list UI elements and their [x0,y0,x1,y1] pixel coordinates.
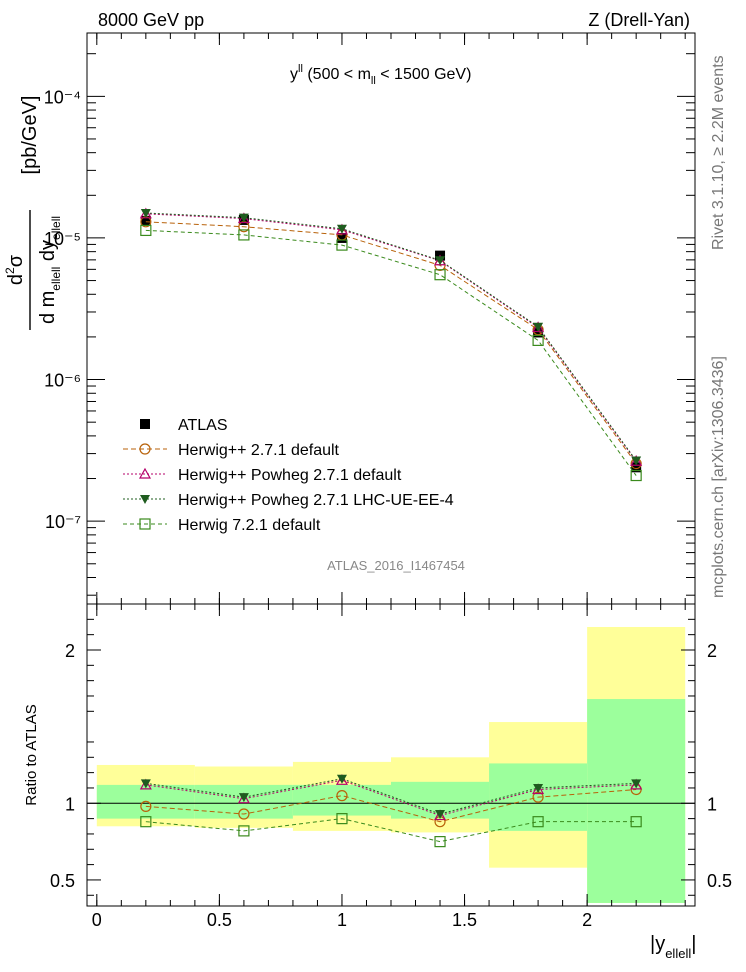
legend-marker [139,518,151,530]
legend-entry-label: Herwig++ 2.7.1 default [178,442,340,459]
ratio-ylabel: Ratio to ATLAS [23,704,40,805]
ratio-point-herwig-powheg-2-7-1-default [139,778,152,790]
x-tick-label: 1 [337,910,347,930]
ratio-point-herwig-powheg-2-7-1-default [434,809,447,821]
legend-entry-label: ATLAS [178,417,228,434]
ratio-point-herwig-powheg-2-7-1-lhc-ue-ee-4 [435,810,446,820]
x-axis-label: |yellell| [650,933,696,961]
ratio-y-tick-label: 0.5 [50,871,75,891]
legend-marker [139,443,151,455]
main-ylabel: d2σ d mellell dyellell [pb/GeV] [3,96,63,330]
main-point-herwig-powheg-2-7-1-lhc-ue-ee-4 [336,224,347,234]
ratio-axis-ticks: 0 0.5 1 1.5 2 0.5 0.5 1 1 2 2 [50,604,732,930]
y-tick-label: 10⁻⁷ [45,512,81,532]
ratio-inner-band [587,699,686,903]
main-axis-ticks: 10⁻⁷ 10⁻⁶ 10⁻⁵ 10⁻⁴ [44,33,695,604]
main-point-herwig-7-2-1-default [336,239,348,251]
legend-entry-label: Herwig++ Powheg 2.7.1 LHC-UE-EE-4 [178,492,454,509]
ratio-y-tick-label: 1 [65,794,75,814]
y-tick-label: 10⁻⁶ [44,371,81,391]
ratio-point-herwig-7-2-1-default [434,836,446,848]
main-point-herwig-powheg-2-7-1-lhc-ue-ee-4 [435,256,446,266]
main-series-group [139,207,643,482]
mcplots-reference-label: mcplots.cern.ch [arXiv:1306.3436] [710,356,727,598]
legend-marker [140,495,150,504]
ratio-point-herwig-2-7-1-default [336,790,348,802]
main-point-herwig-powheg-2-7-1-default [335,223,348,235]
y-tick-label: 10⁻⁴ [44,87,81,107]
ratio-point-herwig-powheg-2-7-1-lhc-ue-ee-4 [631,779,642,789]
legend-marker [140,419,150,429]
ratio-point-herwig-powheg-2-7-1-default [630,778,643,790]
ratio-line-herwig-2-7-1-default [145,788,637,823]
main-point-herwig-powheg-2-7-1-lhc-ue-ee-4 [140,208,151,218]
main-point-herwig-powheg-2-7-1-lhc-ue-ee-4 [238,213,249,223]
ratio-point-herwig-powheg-2-7-1-lhc-ue-ee-4 [533,783,544,793]
ratio-y-tick-label-right: 1 [707,794,717,814]
ratio-point-herwig-7-2-1-default [532,816,544,828]
rivet-version-label: Rivet 3.1.10, ≥ 2.2M events [710,55,727,250]
svg-text:d2σ: d2σ [3,254,27,285]
legend-entry-label: Herwig++ Powheg 2.7.1 default [178,467,402,484]
main-point-herwig-7-2-1-default [630,469,642,482]
main-point-herwig-7-2-1-default [238,229,250,241]
x-tick-label: 1.5 [452,910,477,930]
main-point-herwig-powheg-2-7-1-lhc-ue-ee-4 [533,322,544,332]
main-point-herwig-7-2-1-default [140,224,152,237]
ratio-point-herwig-7-2-1-default [630,816,642,828]
main-point-atlas [140,215,151,226]
ratio-line-herwig-powheg-2-7-1-default [145,779,637,817]
ratio-y-tick-label-right: 2 [707,641,717,661]
analysis-id-label: ATLAS_2016_I1467454 [327,558,465,573]
main-point-atlas [533,327,544,338]
main-line-herwig-powheg-2-7-1-lhc-ue-ee-4 [145,212,637,461]
ratio-point-herwig-7-2-1-default [336,813,348,825]
ratio-series-group [139,774,643,848]
svg-text:[pb/GeV]: [pb/GeV] [19,96,41,175]
ratio-point-herwig-7-2-1-default [238,825,250,837]
ratio-point-herwig-powheg-2-7-1-lhc-ue-ee-4 [238,793,249,803]
ratio-point-herwig-powheg-2-7-1-lhc-ue-ee-4 [336,774,347,784]
ratio-line-herwig-7-2-1-default [145,818,637,843]
legend: ATLAS Herwig++ 2.7.1 default Herwig++ Powh… [123,417,454,534]
main-point-herwig-powheg-2-7-1-lhc-ue-ee-4 [631,456,642,466]
svg-text:d mellell dyellell: d mellell dyellell [37,216,63,324]
ratio-uncertainty-bands [96,626,686,903]
header-left-label: 8000 GeV pp [98,10,204,30]
main-point-herwig-7-2-1-default [434,269,446,281]
main-point-herwig-7-2-1-default [532,334,544,346]
ratio-y-tick-label-right: 0.5 [707,871,732,891]
ratio-point-herwig-powheg-2-7-1-lhc-ue-ee-4 [140,779,151,789]
ratio-y-tick-label: 2 [65,641,75,661]
plot-title: yll (500 < mll < 1500 GeV) [290,63,471,87]
x-tick-label: 2 [582,910,592,930]
legend-entry-label: Herwig 7.2.1 default [178,517,321,534]
ratio-line-herwig-powheg-2-7-1-lhc-ue-ee-4 [145,778,637,815]
ratio-point-herwig-powheg-2-7-1-default [237,792,250,804]
main-point-atlas [336,232,347,243]
main-line-herwig-2-7-1-default [145,221,637,464]
ratio-point-herwig-7-2-1-default [140,816,152,828]
ratio-point-herwig-2-7-1-default [238,808,250,820]
main-point-atlas [631,462,642,473]
legend-marker [138,467,152,479]
x-tick-label: 0.5 [207,910,232,930]
header-right-label: Z (Drell-Yan) [588,10,690,30]
main-line-herwig-powheg-2-7-1-default [145,213,637,462]
y-tick-label: 10⁻⁵ [44,229,81,249]
x-tick-label: 0 [92,910,102,930]
main-line-herwig-7-2-1-default [145,229,637,476]
ratio-point-herwig-2-7-1-default [140,800,152,812]
